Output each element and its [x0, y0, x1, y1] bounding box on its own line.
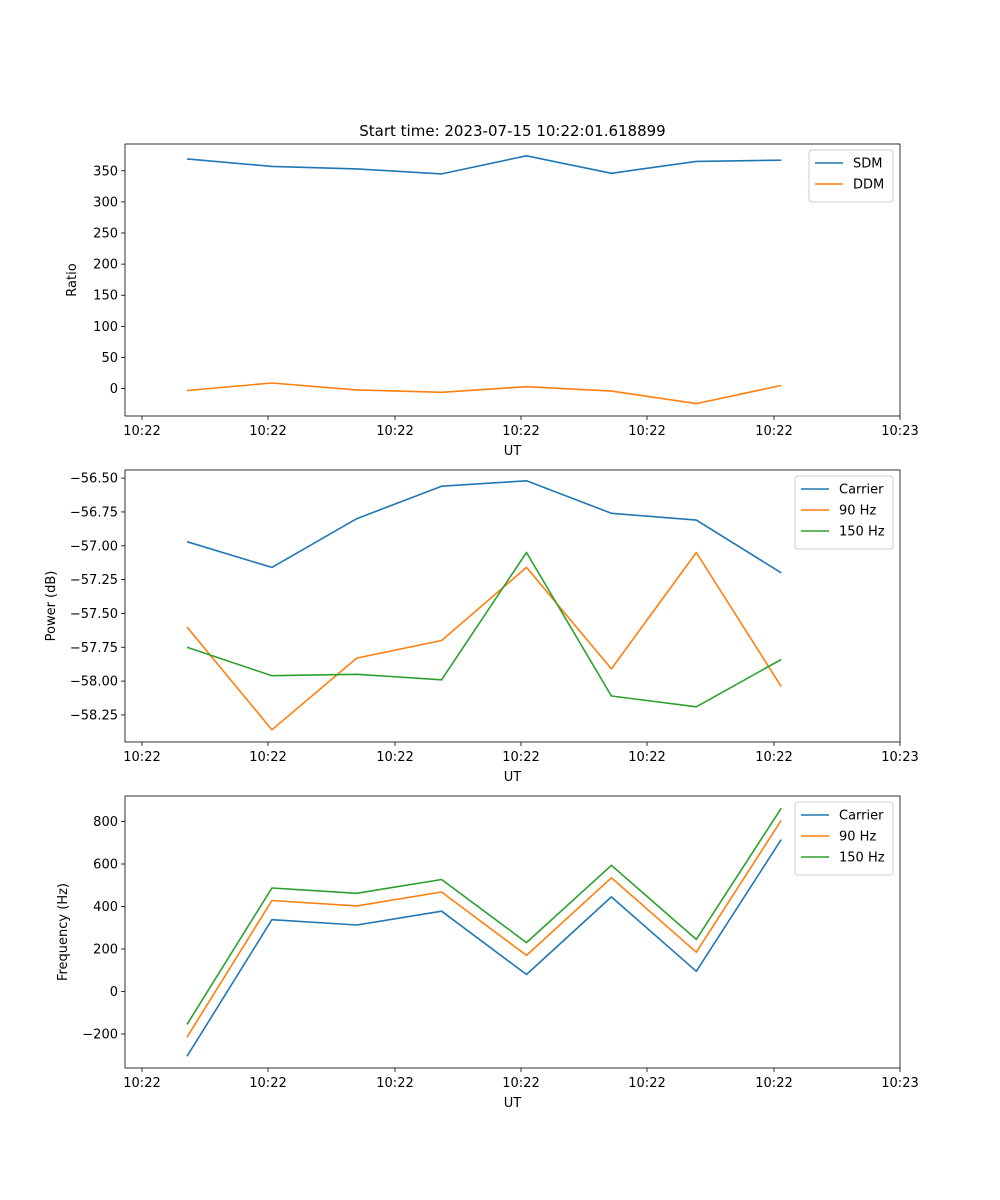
x-tick-label: 10:22 — [123, 1076, 160, 1091]
series-line-90-hz — [186, 551, 782, 731]
axes-frame — [124, 469, 901, 743]
y-tick-label: −57.25 — [70, 573, 118, 588]
series-line-carrier — [186, 479, 782, 574]
x-tick-label: 10:22 — [376, 424, 413, 439]
legend-label: DDM — [853, 178, 884, 193]
x-tick-label: 10:22 — [755, 1076, 792, 1091]
legend: Carrier 90 Hz 150 Hz — [794, 475, 894, 550]
subplot-1: 10:22 10:22 10:22 10:22 10:22 10:22 10:23 0 50 10… — [65, 143, 919, 459]
x-tick-label: 10:22 — [628, 424, 665, 439]
y-tick-label: 400 — [93, 900, 118, 915]
legend-label: 90 Hz — [839, 830, 876, 845]
x-axis-label: UT — [504, 1096, 522, 1111]
y-tick-label: −56.50 — [70, 472, 118, 487]
x-tick-label: 10:23 — [881, 424, 918, 439]
x-tick-label: 10:23 — [881, 750, 918, 765]
x-tick-label: 10:22 — [249, 424, 286, 439]
x-axis-label: UT — [504, 444, 522, 459]
axes-frame — [124, 143, 901, 417]
series-line-150-hz — [186, 551, 782, 708]
x-tick-label: 10:22 — [628, 1076, 665, 1091]
y-tick-label: 100 — [93, 320, 118, 335]
x-tick-label: 10:22 — [502, 750, 539, 765]
y-tick-label: 300 — [93, 195, 118, 210]
y-tick-label: −57.50 — [70, 607, 118, 622]
y-tick-label: 150 — [93, 289, 118, 304]
legend-label: 150 Hz — [839, 525, 885, 540]
legend-label: 150 Hz — [839, 851, 885, 866]
legend: Carrier 90 Hz 150 Hz — [794, 801, 894, 876]
series-line-150-hz — [186, 807, 782, 1025]
y-tick-label: −56.75 — [70, 505, 118, 520]
y-tick-label: 0 — [110, 985, 118, 1000]
x-tick-label: 10:22 — [755, 750, 792, 765]
y-tick-label: −57.75 — [70, 641, 118, 656]
y-tick-label: 200 — [93, 943, 118, 958]
legend-label: Carrier — [839, 483, 884, 498]
y-tick-label: 50 — [101, 351, 118, 366]
series-line-carrier — [186, 839, 782, 1057]
axes-frame — [124, 795, 901, 1069]
x-tick-label: 10:22 — [376, 1076, 413, 1091]
x-tick-label: 10:22 — [123, 424, 160, 439]
legend-label: 90 Hz — [839, 504, 876, 519]
x-tick-label: 10:23 — [881, 1076, 918, 1091]
subplot-2: 10:22 10:22 10:22 10:22 10:22 10:22 10:23 −58.2… — [44, 469, 919, 785]
legend-label: SDM — [853, 157, 882, 172]
subplot-3: 10:22 10:22 10:22 10:22 10:22 10:22 10:23 −200 0… — [56, 795, 919, 1111]
y-tick-label: 600 — [93, 858, 118, 873]
series-line-ddm — [186, 382, 782, 405]
y-tick-label: 250 — [93, 227, 118, 242]
x-tick-label: 10:22 — [502, 424, 539, 439]
legend: SDM DDM — [808, 149, 894, 203]
legend-label: Carrier — [839, 809, 884, 824]
y-axis-label: Frequency (Hz) — [56, 883, 71, 981]
y-tick-label: −58.25 — [70, 708, 118, 723]
y-tick-label: 200 — [93, 258, 118, 273]
x-tick-label: 10:22 — [628, 750, 665, 765]
y-tick-label: 800 — [93, 815, 118, 830]
y-tick-label: 350 — [93, 164, 118, 179]
y-tick-label: −200 — [82, 1028, 118, 1043]
x-tick-label: 10:22 — [123, 750, 160, 765]
series-line-sdm — [186, 155, 782, 175]
x-tick-label: 10:22 — [249, 750, 286, 765]
y-axis-label: Ratio — [65, 263, 80, 296]
series-line-90-hz — [186, 819, 782, 1038]
x-tick-label: 10:22 — [249, 1076, 286, 1091]
y-tick-label: −57.00 — [70, 539, 118, 554]
x-axis-label: UT — [504, 770, 522, 785]
y-axis-label: Power (dB) — [44, 571, 59, 642]
x-tick-label: 10:22 — [502, 1076, 539, 1091]
y-tick-label: 0 — [110, 382, 118, 397]
x-tick-label: 10:22 — [755, 424, 792, 439]
x-tick-label: 10:22 — [376, 750, 413, 765]
figure-title: Start time: 2023-07-15 10:22:01.618899 — [359, 122, 665, 140]
y-tick-label: −58.00 — [70, 675, 118, 690]
